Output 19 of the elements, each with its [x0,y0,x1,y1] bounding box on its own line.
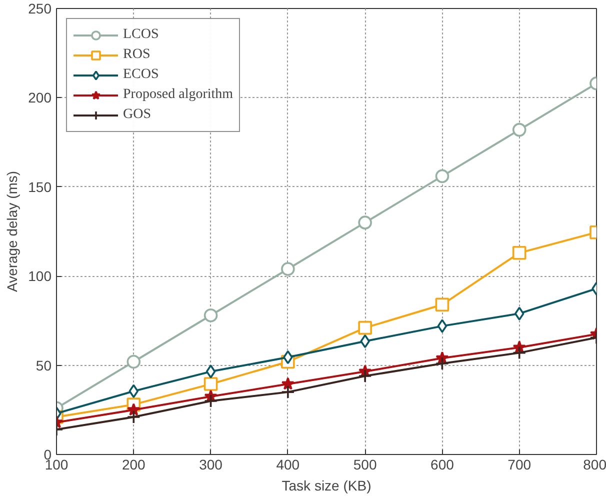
y-tick-label: 100 [28,268,52,284]
y-tick-label: 200 [28,90,52,106]
legend-label: ECOS [123,67,159,83]
legend-label: GOS [123,107,152,123]
x-tick-label: 300 [199,456,223,472]
x-tick-label: 400 [276,456,300,472]
y-tick-label: 250 [28,0,52,16]
x-axis-title: Task size (KB) [282,478,372,494]
x-tick-label: 500 [353,456,377,472]
y-axis-title: Average delay (ms) [4,170,20,292]
x-tick-label: 700 [508,456,532,472]
x-tick-label: 200 [122,456,146,472]
x-tick-label: 800 [583,456,606,472]
x-tick-label: 600 [430,456,454,472]
legend-label: LCOS [123,27,159,43]
y-tick-label: 50 [36,357,52,374]
legend-label: Proposed algorithm [123,87,234,103]
legend-label: ROS [123,47,150,63]
y-tick-label: 150 [28,178,52,195]
